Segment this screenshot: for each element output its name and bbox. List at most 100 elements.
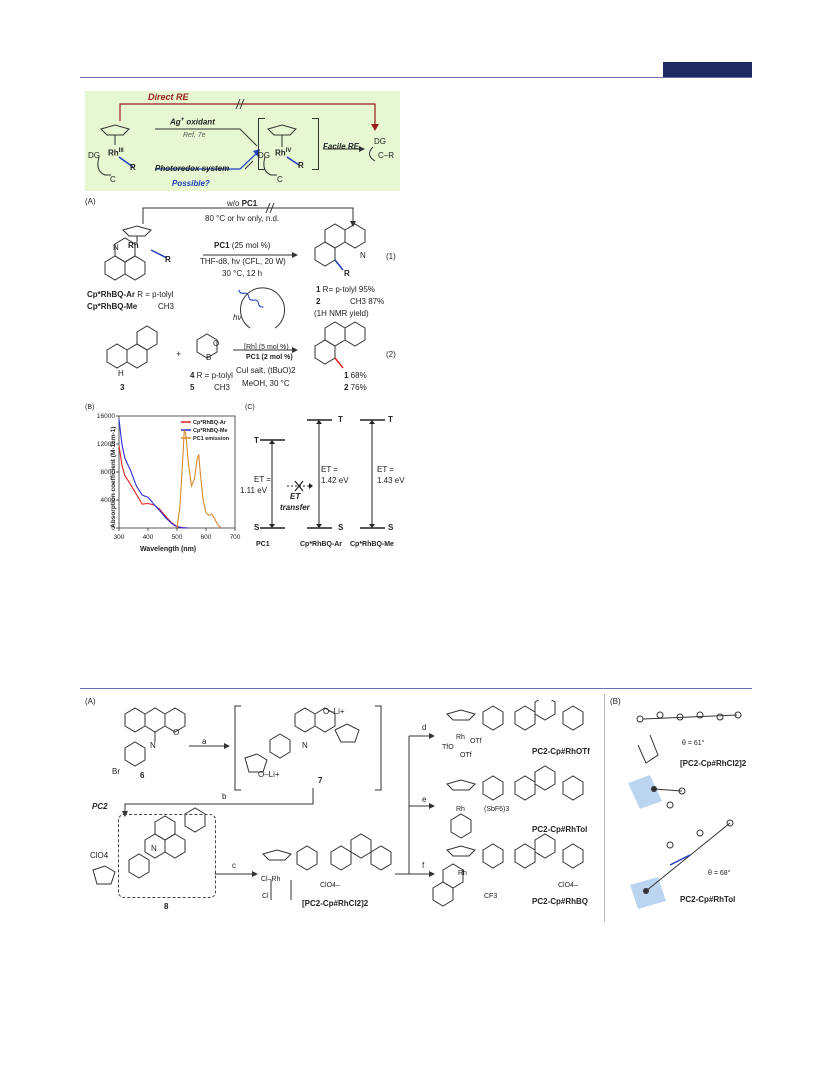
cp-me-label: Cp*RhBQ-Me [87,302,138,311]
cp-me-r: CH3 [158,302,175,311]
product2-tail: CH3 87% [350,297,385,306]
legend-label-0: Cp*RhBQ-Ar [193,420,227,426]
product1-yield: 1 R= p-tolyl 95% [316,285,375,294]
chart-xlabel: Wavelength (nm) [140,546,197,553]
c-s1: S [254,523,260,532]
pc2-label: PC2 [92,802,108,811]
hv-label: hv [233,313,242,322]
step-d: d [422,723,427,732]
c-s3: S [388,523,394,532]
bq-name: PC2-Cp#RhBQ [532,897,589,906]
scheme2-a-label: (A) [85,697,96,706]
crystal-structures [628,711,742,909]
pc1-loading: PC1 (25 mol %) [214,241,271,250]
r-product: R [344,269,350,278]
et-transfer-a: ET [290,492,301,501]
h-label: H [118,369,124,378]
chart-ylabel: Absorption coefficient (M-1cm-1) [109,426,117,528]
rh-tol: Rh [456,806,465,813]
n-label: N [113,243,119,252]
compound5-r: CH3 [214,383,231,392]
rh-catalyst: [Rh] (5 mol %) [244,344,289,351]
eq1-label: (1) [386,252,396,261]
compound6: 6 [140,771,145,780]
r-mid: R [298,161,304,170]
rh-iii-label: RhIII [108,148,124,158]
n-label-6: N [150,741,156,750]
y-tick-label: 12000 [97,441,115,448]
o-label-6: O [173,728,180,737]
rh-iv-label: RhIV [275,148,292,158]
et1: ET = [254,475,271,484]
scheme2-b-label: (B) [610,697,621,706]
o-label: O [213,339,220,348]
x-tick-label: 700 [230,534,241,541]
compound4: 4 R = p-tolyl [190,371,233,380]
cl-label: Cl [262,893,269,900]
scheme-a-label: (A) [85,197,96,206]
intermediate-bracket-left [258,118,265,170]
wo-pc1-label: w/o PC1 [227,199,258,208]
yield-1: 1 68% [344,371,367,380]
series-line-2 [176,429,221,529]
facile-re-label: Facile RE [323,142,360,151]
scheme2-rule [80,688,752,689]
legend-label-2: PC1 emission [193,436,230,442]
panel-c-label: (C) [245,404,255,411]
photoredox-label: Photoredox system [155,164,230,173]
clo4-bq: ClO4– [558,882,578,889]
theta-61: θ = 61° [682,740,705,747]
scheme-a-drawing [104,202,366,369]
meoh: MeOH, 30 °C [242,379,290,388]
rh-label: Rh [128,241,139,250]
cp-ar-label: Cp*RhBQ-Ar R = p-tolyl [87,290,174,299]
r-label: R [165,255,171,264]
y-tick-label: 16000 [97,413,115,420]
pc2-dashed-box [118,814,216,898]
panel-b-label: (B) [85,404,95,411]
otf-label: OTf [470,738,482,745]
eq2-label: (2) [386,350,396,359]
n-label-8: N [151,844,157,853]
rh-otf: Rh [456,734,465,741]
absorption-chart: 300 400 500 600 700 0 4000 8000 12000 16000 Cp*RhB… [97,413,241,541]
dimer-name: [PC2-Cp#RhCl2]2 [302,899,369,908]
mechanism-box [85,91,400,191]
otf-label-2: OTf [460,752,472,759]
tfo-label: TfO [442,744,454,751]
step-a: a [202,737,207,746]
otf-name: PC2-Cp#RhOTf [532,747,590,756]
et3: ET = [377,465,394,474]
rhcl-label: Cl–Rh [261,876,281,883]
crystal2-name: PC2-Cp#RhTol [680,895,736,904]
top-condition: 80 °C or hv only, n.d. [205,214,280,223]
br-label: Br [112,767,120,776]
c-t3: T [388,415,393,424]
energy-diagram [260,419,385,529]
clo4-label: ClO4 [90,851,109,860]
direct-re-label: Direct RE [148,92,189,102]
c-s2: S [338,523,344,532]
compound8: 8 [164,902,169,911]
dg-right: DG [374,137,386,146]
c-t2: T [338,415,343,424]
pc1-catalyst: PC1 (2 mol %) [246,354,293,361]
crystal1-name: [PC2-Cp#RhCl2]2 [680,759,747,768]
scheme2-separator [604,694,605,922]
legend-label-1: Cp*RhBQ-Me [193,428,228,434]
x-tick-label: 300 [114,534,125,541]
time-condition: 30 °C, 12 h [222,269,263,278]
dg-left: DG [88,151,100,160]
header-tab [663,62,752,77]
step-b: b [222,792,227,801]
step-c: c [232,861,236,870]
y-tick-label: 8000 [101,469,116,476]
c-t1: T [254,436,259,445]
thf-condition: THF-d8, hv (CFL, 20 W) [200,257,286,266]
c-r-right: C–R [378,151,395,160]
oli-top: O–Li+ [323,707,345,716]
et2-value: 1.42 eV [321,476,349,485]
yield-2: 2 76% [344,383,367,392]
et1-value: 1.11 eV [240,486,267,495]
rh-bq: Rh [458,870,467,877]
